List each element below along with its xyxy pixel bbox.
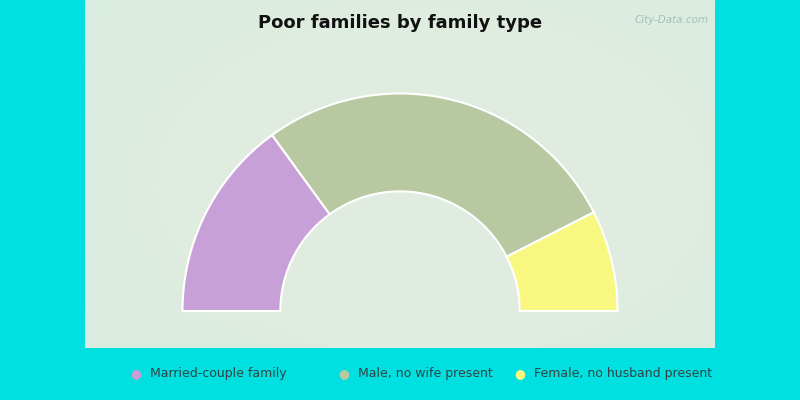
- Text: Male, no wife present: Male, no wife present: [358, 368, 493, 380]
- Text: Married-couple family: Married-couple family: [150, 368, 287, 380]
- Polygon shape: [272, 94, 594, 257]
- Text: ●: ●: [338, 368, 350, 380]
- Text: Female, no husband present: Female, no husband present: [534, 368, 713, 380]
- Polygon shape: [506, 212, 618, 311]
- Polygon shape: [182, 135, 330, 311]
- Text: Poor families by family type: Poor families by family type: [258, 14, 542, 32]
- Text: City-Data.com: City-Data.com: [634, 15, 709, 25]
- Text: ●: ●: [130, 368, 142, 380]
- Text: ●: ●: [514, 368, 526, 380]
